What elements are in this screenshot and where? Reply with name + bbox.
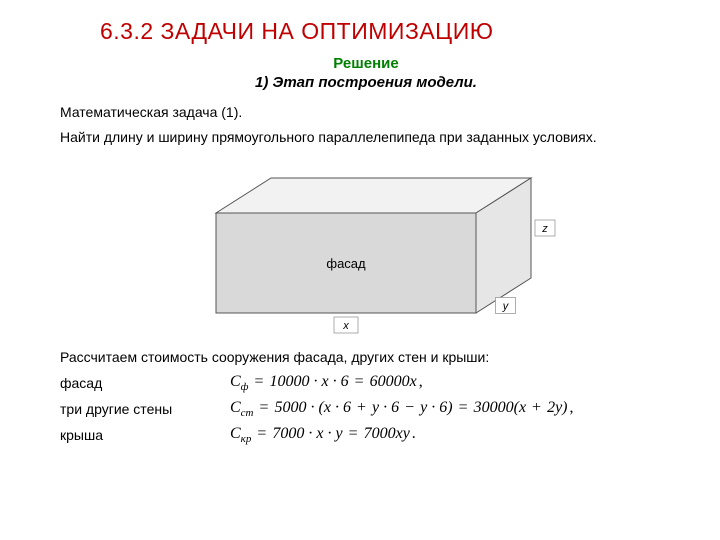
svg-text:z: z	[541, 223, 548, 235]
formula-label: три другие стены	[60, 401, 230, 417]
formula-row: фасадCф = 10000 · x · 6 = 60000x,	[60, 373, 672, 393]
task-line-1: Математическая задача (1).	[60, 103, 672, 122]
page-title: 6.3.2 ЗАДАЧИ НА ОПТИМИЗАЦИЮ	[100, 18, 672, 45]
subtitle-stage: 1) Этап построения модели.	[60, 74, 672, 91]
parallelepiped-diagram: фасадxyz	[156, 153, 576, 338]
formula-row: крышаCкр = 7000 · x · y = 7000xy.	[60, 425, 672, 445]
formula-math: Cкр = 7000 · x · y = 7000xy.	[230, 425, 418, 445]
formula-row: три другие стеныCст = 5000 · (x · 6 + y …	[60, 399, 672, 419]
formula-math: Cф = 10000 · x · 6 = 60000x,	[230, 373, 425, 393]
svg-text:фасад: фасад	[326, 256, 366, 271]
svg-text:x: x	[342, 320, 349, 332]
cost-intro: Рассчитаем стоимость сооружения фасада, …	[60, 348, 672, 367]
formula-math: Cст = 5000 · (x · 6 + y · 6 − y · 6) = 3…	[230, 399, 576, 419]
formula-label: крыша	[60, 427, 230, 443]
formula-label: фасад	[60, 375, 230, 391]
subtitle-solution: Решение	[60, 55, 672, 72]
task-line-2: Найти длину и ширину прямоугольного пара…	[60, 128, 672, 147]
